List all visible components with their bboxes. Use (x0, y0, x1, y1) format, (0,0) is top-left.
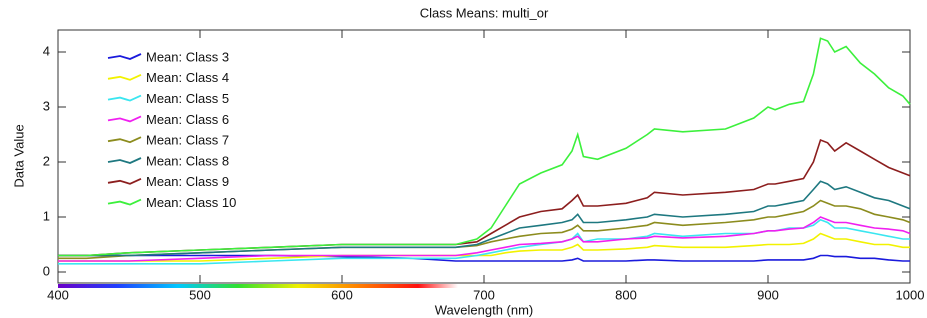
legend-label: Mean: Class 9 (146, 174, 229, 189)
legend-label: Mean: Class 5 (146, 91, 229, 106)
legend-swatch (108, 75, 141, 80)
legend-label: Mean: Class 8 (146, 153, 229, 168)
chart-title: Class Means: multi_or (420, 5, 549, 20)
legend-label: Mean: Class 6 (146, 112, 229, 127)
x-tick-label: 700 (473, 287, 495, 302)
legend-swatch (108, 96, 141, 101)
legend-label: Mean: Class 3 (146, 49, 229, 64)
legend-swatch (108, 54, 141, 59)
x-tick-label: 400 (47, 287, 69, 302)
y-tick-label: 0 (43, 263, 50, 278)
x-tick-label: 600 (331, 287, 353, 302)
y-tick-label: 2 (43, 153, 50, 168)
x-tick-label: 1000 (896, 287, 925, 302)
spectrum-bar (58, 284, 458, 288)
x-tick-label: 500 (189, 287, 211, 302)
legend-swatch (108, 158, 141, 163)
y-tick-label: 4 (43, 43, 50, 58)
x-tick-label: 900 (757, 287, 779, 302)
legend-label: Mean: Class 4 (146, 70, 229, 85)
y-tick-label: 3 (43, 98, 50, 113)
x-axis-label: Wavelength (nm) (435, 302, 534, 317)
legend-swatch (108, 179, 141, 184)
legend-swatch (108, 137, 141, 142)
chart: Class Means: multi_or Wavelength (nm) Da… (0, 0, 927, 318)
legend-swatch (108, 200, 141, 205)
legend-label: Mean: Class 7 (146, 133, 229, 148)
y-axis-label: Data Value (11, 124, 26, 187)
x-tick-label: 800 (615, 287, 637, 302)
legend-swatch (108, 116, 141, 121)
y-tick-label: 1 (43, 208, 50, 223)
legend-label: Mean: Class 10 (146, 195, 236, 210)
